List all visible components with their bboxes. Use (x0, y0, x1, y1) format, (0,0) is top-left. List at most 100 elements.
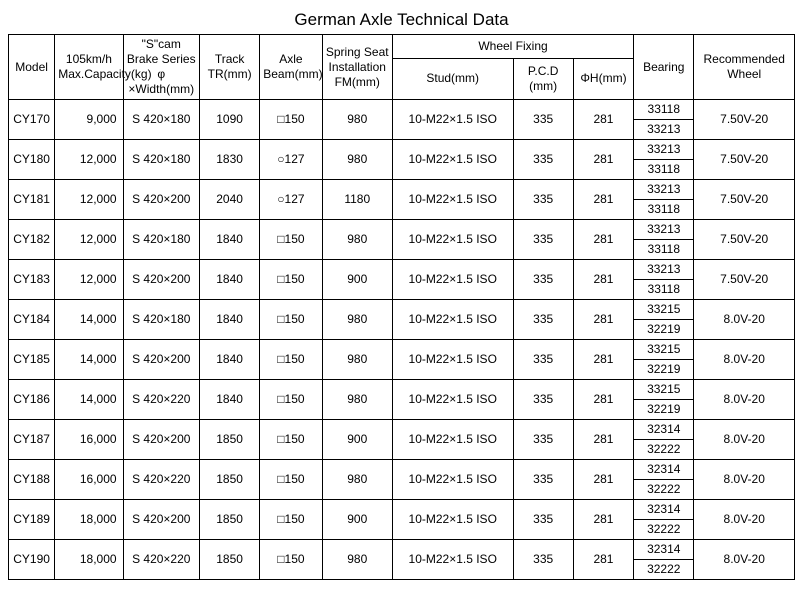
table-row: CY18514,000S 420×2001840□15098010-M22×1.… (9, 340, 795, 360)
table-row: CY18716,000S 420×2001850□15090010-M22×1.… (9, 420, 795, 440)
cell-capacity: 12,000 (55, 140, 123, 180)
cell-phih: 281 (573, 140, 633, 180)
cell-stud: 10-M22×1.5 ISO (392, 460, 513, 500)
cell-stud: 10-M22×1.5 ISO (392, 380, 513, 420)
cell-wheel: 7.50V-20 (694, 220, 795, 260)
cell-wheel: 7.50V-20 (694, 180, 795, 220)
cell-spring: 980 (322, 460, 392, 500)
cell-beam: □150 (260, 340, 322, 380)
cell-beam: □150 (260, 220, 322, 260)
cell-stud: 10-M22×1.5 ISO (392, 260, 513, 300)
cell-bearing-bottom: 32222 (634, 560, 694, 580)
cell-capacity: 16,000 (55, 460, 123, 500)
cell-capacity: 12,000 (55, 180, 123, 220)
cell-brake: S 420×200 (123, 340, 199, 380)
cell-model: CY183 (9, 260, 55, 300)
cell-stud: 10-M22×1.5 ISO (392, 540, 513, 580)
cell-bearing-bottom: 33213 (634, 120, 694, 140)
cell-wheel: 8.0V-20 (694, 460, 795, 500)
col-header-stud: Stud(mm) (392, 58, 513, 99)
cell-capacity: 12,000 (55, 220, 123, 260)
cell-phih: 281 (573, 380, 633, 420)
cell-stud: 10-M22×1.5 ISO (392, 340, 513, 380)
cell-bearing-top: 33213 (634, 220, 694, 240)
cell-bearing-top: 33118 (634, 100, 694, 120)
cell-bearing-bottom: 33118 (634, 200, 694, 220)
cell-brake: S 420×180 (123, 100, 199, 140)
col-header-phih: ΦH(mm) (573, 58, 633, 99)
cell-wheel: 7.50V-20 (694, 260, 795, 300)
table-header-row-1: Model 105km/h Max.Capacity(kg) "S"cam Br… (9, 35, 795, 59)
col-header-track: Track TR(mm) (199, 35, 259, 100)
cell-wheel: 7.50V-20 (694, 100, 795, 140)
cell-beam: □150 (260, 260, 322, 300)
cell-capacity: 18,000 (55, 540, 123, 580)
cell-brake: S 420×220 (123, 380, 199, 420)
cell-model: CY180 (9, 140, 55, 180)
cell-track: 1850 (199, 420, 259, 460)
cell-brake: S 420×200 (123, 260, 199, 300)
page-title: German Axle Technical Data (8, 10, 795, 30)
cell-model: CY185 (9, 340, 55, 380)
cell-bearing-bottom: 33118 (634, 280, 694, 300)
cell-pcd: 335 (513, 300, 573, 340)
cell-pcd: 335 (513, 500, 573, 540)
cell-wheel: 8.0V-20 (694, 300, 795, 340)
cell-track: 1840 (199, 220, 259, 260)
cell-phih: 281 (573, 540, 633, 580)
cell-capacity: 14,000 (55, 340, 123, 380)
cell-phih: 281 (573, 340, 633, 380)
cell-bearing-top: 33215 (634, 380, 694, 400)
cell-stud: 10-M22×1.5 ISO (392, 140, 513, 180)
cell-phih: 281 (573, 220, 633, 260)
cell-model: CY170 (9, 100, 55, 140)
cell-beam: □150 (260, 540, 322, 580)
cell-brake: S 420×220 (123, 460, 199, 500)
col-header-beam: Axle Beam(mm) (260, 35, 322, 100)
cell-wheel: 8.0V-20 (694, 500, 795, 540)
cell-spring: 980 (322, 540, 392, 580)
cell-model: CY181 (9, 180, 55, 220)
cell-bearing-bottom: 32222 (634, 440, 694, 460)
cell-stud: 10-M22×1.5 ISO (392, 220, 513, 260)
cell-bearing-top: 32314 (634, 420, 694, 440)
cell-spring: 980 (322, 380, 392, 420)
cell-beam: □150 (260, 500, 322, 540)
cell-spring: 980 (322, 100, 392, 140)
cell-wheel: 7.50V-20 (694, 140, 795, 180)
cell-pcd: 335 (513, 260, 573, 300)
cell-wheel: 8.0V-20 (694, 340, 795, 380)
cell-spring: 980 (322, 340, 392, 380)
cell-track: 2040 (199, 180, 259, 220)
cell-bearing-bottom: 32222 (634, 480, 694, 500)
cell-spring: 900 (322, 500, 392, 540)
cell-beam: □150 (260, 420, 322, 460)
cell-brake: S 420×180 (123, 300, 199, 340)
cell-pcd: 335 (513, 180, 573, 220)
cell-track: 1840 (199, 260, 259, 300)
cell-beam: ○127 (260, 180, 322, 220)
cell-brake: S 420×200 (123, 180, 199, 220)
cell-pcd: 335 (513, 340, 573, 380)
cell-pcd: 335 (513, 220, 573, 260)
col-header-pcd: P.C.D (mm) (513, 58, 573, 99)
cell-pcd: 335 (513, 380, 573, 420)
cell-capacity: 14,000 (55, 300, 123, 340)
cell-bearing-top: 32314 (634, 540, 694, 560)
cell-spring: 900 (322, 260, 392, 300)
cell-phih: 281 (573, 420, 633, 460)
cell-bearing-top: 32314 (634, 500, 694, 520)
col-header-model: Model (9, 35, 55, 100)
col-header-capacity: 105km/h Max.Capacity(kg) (55, 35, 123, 100)
cell-phih: 281 (573, 460, 633, 500)
cell-wheel: 8.0V-20 (694, 380, 795, 420)
cell-bearing-bottom: 32219 (634, 400, 694, 420)
cell-track: 1850 (199, 500, 259, 540)
cell-spring: 980 (322, 140, 392, 180)
cell-spring: 980 (322, 220, 392, 260)
cell-brake: S 420×180 (123, 220, 199, 260)
cell-bearing-top: 33213 (634, 180, 694, 200)
table-row: CY18414,000S 420×1801840□15098010-M22×1.… (9, 300, 795, 320)
table-body: CY1709,000S 420×1801090□15098010-M22×1.5… (9, 100, 795, 580)
cell-pcd: 335 (513, 540, 573, 580)
